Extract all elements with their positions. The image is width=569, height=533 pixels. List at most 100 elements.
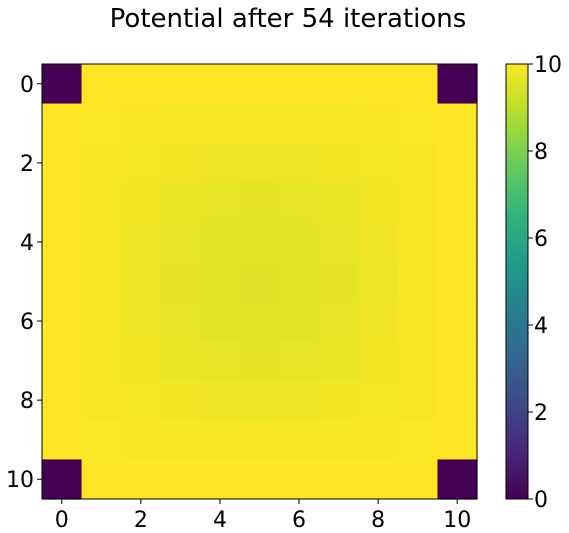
heatmap-cell [121, 380, 162, 421]
heatmap-cell [81, 143, 122, 184]
colorbar-tick-label: 2 [534, 401, 548, 426]
y-tick-label: 0 [20, 73, 34, 98]
heatmap-cell [239, 64, 280, 105]
heatmap-cell [42, 182, 83, 223]
heatmap-cell [358, 143, 399, 184]
heatmap-cell [318, 143, 359, 184]
heatmap-cell [358, 419, 399, 461]
heatmap-cell [279, 380, 320, 421]
heatmap-cell [239, 380, 280, 421]
heatmap-cell [81, 301, 122, 342]
heatmap-cells [42, 64, 478, 500]
heatmap-cell [318, 103, 359, 144]
plot-frame [41, 63, 478, 500]
heatmap-cell [81, 103, 122, 144]
heatmap-cell [239, 182, 280, 223]
heatmap-cell [200, 64, 241, 105]
y-axis: 0 2 4 6 8 10 [6, 73, 42, 493]
colorbar-tick-label: 10 [534, 53, 562, 78]
heatmap-cell [81, 340, 122, 381]
colorbar-tick-label: 4 [534, 314, 548, 339]
heatmap-cell [437, 380, 478, 421]
heatmap-cell [397, 380, 439, 421]
heatmap-cell [279, 340, 320, 381]
heatmap-cell [42, 103, 83, 144]
heatmap-cell [358, 459, 399, 500]
heatmap-cell [121, 222, 162, 263]
heatmap-cell [437, 143, 478, 184]
heatmap-cell [42, 143, 83, 184]
heatmap-cell [121, 419, 162, 461]
heatmap-cell [279, 261, 320, 302]
heatmap-cell [358, 261, 399, 302]
colorbar-tick-label: 8 [534, 140, 548, 165]
heatmap-cell [81, 182, 122, 223]
heatmap-cell [358, 222, 399, 263]
x-tick-label: 6 [292, 508, 306, 533]
heatmap-cell [318, 459, 359, 500]
heatmap-cell [358, 380, 399, 421]
heatmap-cell [279, 64, 320, 105]
heatmap-cell [200, 380, 241, 421]
colorbar-frame [505, 63, 529, 500]
colorbar-tick-label: 6 [534, 227, 548, 252]
heatmap-cell [318, 419, 359, 461]
heatmap-cell [358, 182, 399, 223]
heatmap-cell [42, 459, 83, 500]
heatmap-cell [121, 143, 162, 184]
heatmap-cell [160, 380, 201, 421]
colorbar [506, 64, 528, 499]
x-tick-label: 4 [213, 508, 227, 533]
heatmap-cell [160, 182, 201, 223]
heatmap-cell [279, 222, 320, 263]
colorbar-axis: 0 2 4 6 8 10 [528, 53, 562, 513]
heatmap-cell [437, 301, 478, 342]
heatmap-cell [437, 459, 478, 500]
heatmap-cell [200, 103, 241, 144]
heatmap-cell [160, 222, 201, 263]
heatmap-cell [397, 419, 439, 461]
heatmap-cell [239, 261, 280, 302]
heatmap-cell [121, 64, 162, 105]
heatmap-cell [42, 64, 83, 105]
heatmap-cell [437, 261, 478, 302]
heatmap-cell [42, 301, 83, 342]
heatmap-cell [200, 222, 241, 263]
heatmap-cell [397, 261, 439, 302]
heatmap-cell [279, 419, 320, 461]
x-tick-label: 2 [134, 508, 148, 533]
heatmap-cell [121, 459, 162, 500]
heatmap-cell [318, 340, 359, 381]
heatmap-cell [81, 64, 122, 105]
heatmap-cell [318, 64, 359, 105]
heatmap-cell [239, 419, 280, 461]
heatmap-cell [318, 380, 359, 421]
heatmap-cell [279, 103, 320, 144]
heatmap-cell [81, 261, 122, 302]
heatmap-cell [160, 143, 201, 184]
heatmap-cell [81, 380, 122, 421]
heatmap-cell [121, 103, 162, 144]
heatmap-cell [160, 64, 201, 105]
x-tick-label: 8 [371, 508, 385, 533]
heatmap-cell [200, 419, 241, 461]
heatmap-cell [279, 301, 320, 342]
chart-title: Potential after 54 iterations [110, 4, 467, 34]
heatmap-cell [318, 301, 359, 342]
heatmap-cell [200, 301, 241, 342]
heatmap-cell [160, 103, 201, 144]
heatmap-cell [121, 182, 162, 223]
heatmap-cell [42, 261, 83, 302]
x-axis: 0 2 4 6 8 10 [55, 499, 471, 533]
heatmap-cell [437, 182, 478, 223]
x-tick-label: 0 [55, 508, 69, 533]
heatmap-cell [121, 261, 162, 302]
heatmap-cell [397, 64, 439, 105]
heatmap-cell [200, 143, 241, 184]
heatmap-cell [160, 301, 201, 342]
heatmap-cell [318, 182, 359, 223]
heatmap-cell [81, 419, 122, 461]
heatmap-cell [437, 64, 478, 105]
y-tick-label: 10 [6, 468, 34, 493]
